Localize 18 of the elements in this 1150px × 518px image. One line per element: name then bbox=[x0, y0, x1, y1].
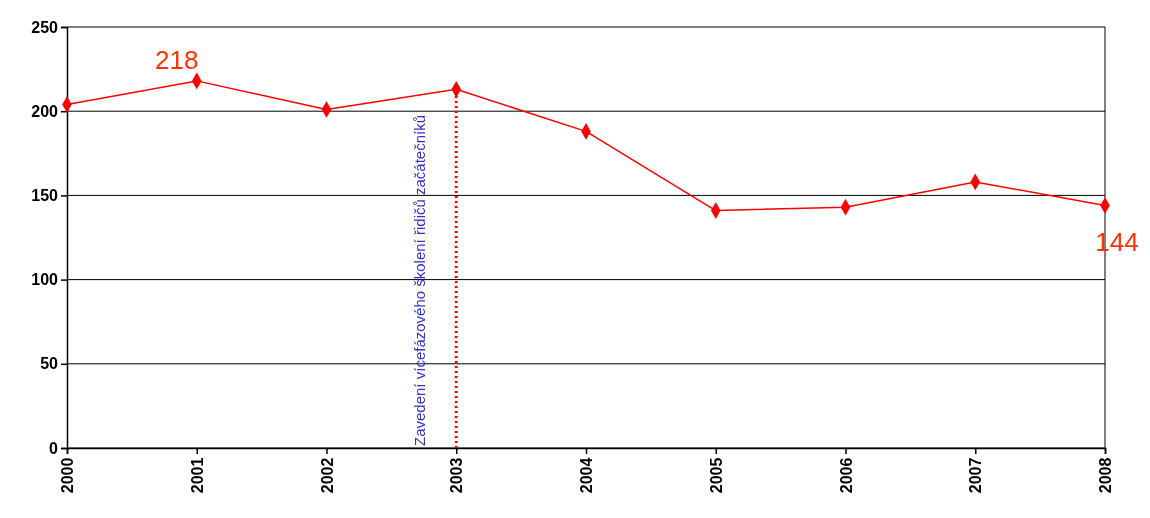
x-tick-label: 2003 bbox=[448, 457, 466, 494]
x-tick-label: 2000 bbox=[59, 457, 77, 494]
data-label: 144 bbox=[1095, 226, 1139, 257]
y-tick-label: 250 bbox=[31, 18, 59, 36]
x-tick-label: 2007 bbox=[967, 457, 985, 494]
y-tick-label: 150 bbox=[31, 187, 59, 205]
x-tick-label: 2002 bbox=[318, 457, 336, 494]
x-tick-label: 2004 bbox=[578, 457, 596, 494]
x-tick-label: 2006 bbox=[837, 457, 855, 494]
ref-line-label: Zavedení vícefázového školení řidičů začátečníků bbox=[411, 114, 429, 446]
x-tick-label: 2005 bbox=[707, 457, 725, 494]
x-tick-label: 2008 bbox=[1097, 457, 1115, 494]
y-tick-label: 200 bbox=[31, 102, 59, 120]
y-tick-label: 50 bbox=[40, 355, 59, 373]
y-tick-label: 0 bbox=[49, 439, 59, 457]
x-tick-label: 2001 bbox=[188, 457, 206, 494]
y-tick-label: 100 bbox=[31, 271, 59, 289]
data-label: 218 bbox=[155, 44, 199, 75]
